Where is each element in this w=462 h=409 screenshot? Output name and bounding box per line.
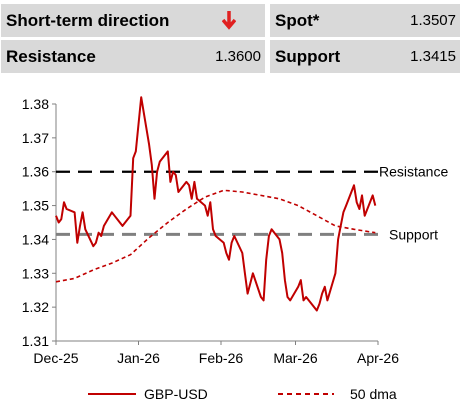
resistance-value: 1.3600 [215, 48, 261, 65]
down-arrow-icon [221, 10, 237, 35]
resistance-line-label: Resistance [379, 164, 448, 180]
y-tick-label: 1.35 [22, 198, 49, 214]
support-label: Support [275, 46, 341, 66]
legend-50-dma-label: 50 dma [350, 386, 397, 402]
short-term-direction-label: Short-term direction [6, 10, 170, 30]
y-tick-label: 1.31 [22, 333, 49, 349]
x-tick-label: Feb-26 [199, 350, 244, 366]
y-tick-label: 1.38 [22, 96, 49, 112]
y-tick-label: 1.36 [22, 164, 49, 180]
dma-50-series-line [55, 189, 376, 283]
y-tick-label: 1.37 [22, 130, 49, 146]
y-tick-label: 1.33 [22, 265, 49, 281]
x-tick-label: Apr-26 [357, 350, 399, 366]
x-tick-label: Jan-26 [117, 350, 160, 366]
resistance-label: Resistance [6, 46, 96, 66]
x-tick-label: Dec-25 [33, 350, 78, 366]
y-tick-label: 1.32 [22, 299, 49, 315]
support-box: Support 1.3415 [270, 40, 460, 73]
support-line-label: Support [389, 226, 438, 242]
y-tick-label: 1.34 [22, 231, 49, 247]
spot-label: Spot* [275, 10, 320, 30]
support-value: 1.3415 [410, 48, 456, 65]
legend-gbp-usd-label: GBP-USD [144, 386, 208, 402]
resistance-box: Resistance 1.3600 [1, 40, 265, 73]
spot-value: 1.3507 [410, 12, 456, 29]
short-term-direction-box: Short-term direction [1, 4, 265, 37]
gbp-usd-series-line [55, 96, 377, 312]
x-tick-label: Mar-26 [273, 350, 318, 366]
spot-box: Spot* 1.3507 [270, 4, 460, 37]
